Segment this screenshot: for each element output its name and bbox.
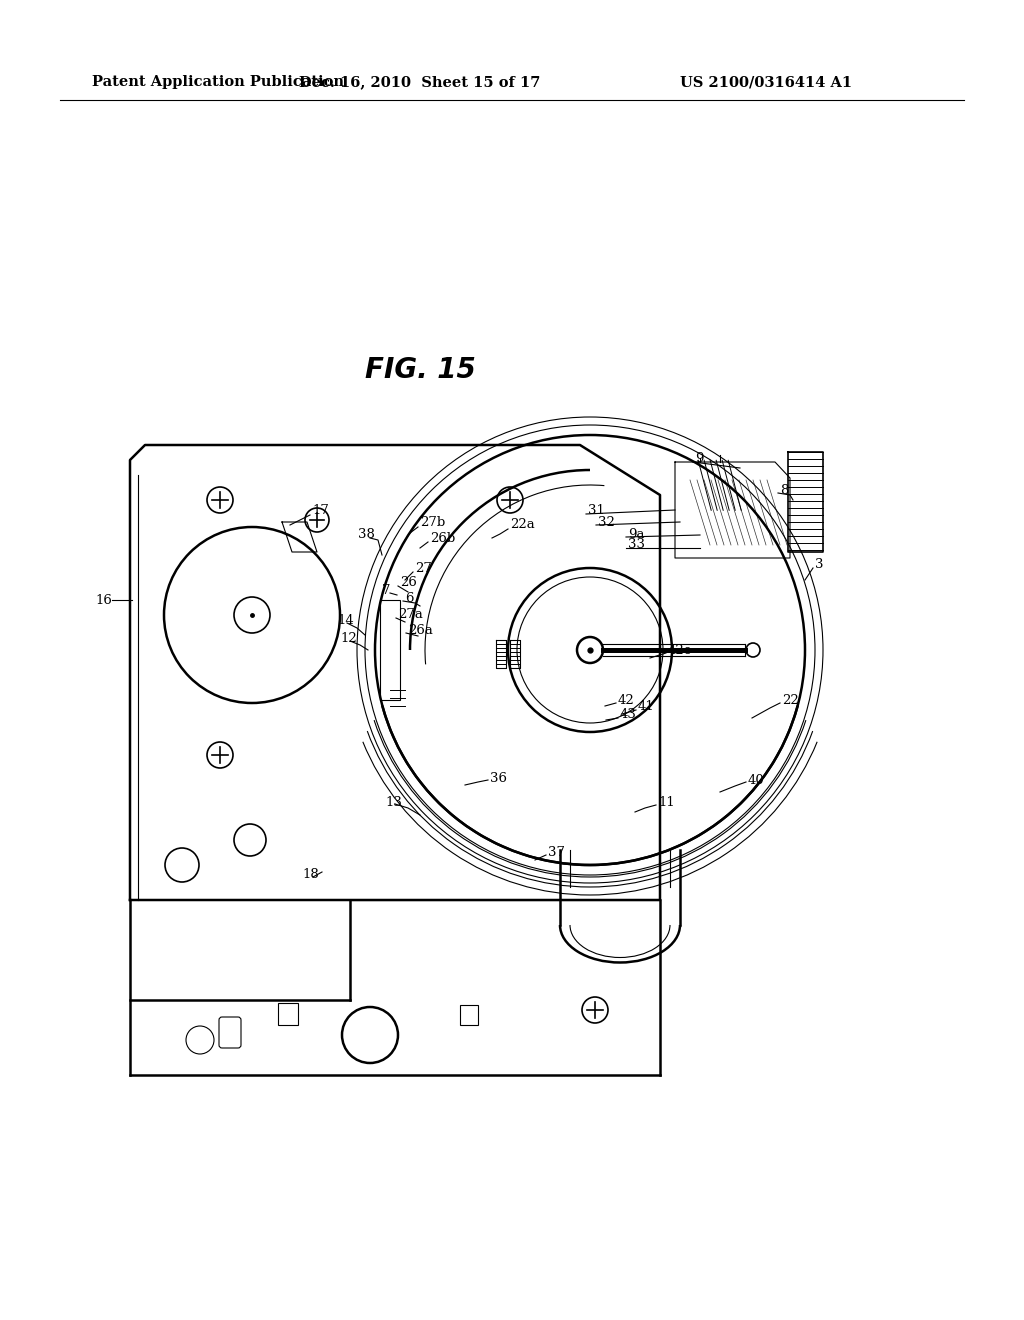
Text: 6: 6 <box>406 591 414 605</box>
Text: 7: 7 <box>382 583 390 597</box>
Text: 17: 17 <box>312 503 329 516</box>
Text: US 2100/0316414 A1: US 2100/0316414 A1 <box>680 75 852 88</box>
Bar <box>380 601 400 700</box>
Text: 33: 33 <box>628 539 645 552</box>
Text: Dec. 16, 2010  Sheet 15 of 17: Dec. 16, 2010 Sheet 15 of 17 <box>299 75 541 88</box>
Text: 18: 18 <box>302 869 318 882</box>
Text: 42: 42 <box>618 693 635 706</box>
Bar <box>278 1003 298 1026</box>
Text: 31: 31 <box>588 503 605 516</box>
Text: 27b: 27b <box>420 516 445 528</box>
Text: 40: 40 <box>748 774 765 787</box>
Text: 12: 12 <box>340 631 356 644</box>
Text: 22: 22 <box>782 693 799 706</box>
Text: 27: 27 <box>415 561 432 574</box>
Text: 41: 41 <box>638 701 654 714</box>
Text: 3: 3 <box>815 558 823 572</box>
Text: 14: 14 <box>337 614 353 627</box>
Text: 36: 36 <box>490 771 507 784</box>
Text: 37: 37 <box>548 846 565 858</box>
Text: 27a: 27a <box>398 609 423 622</box>
Circle shape <box>746 643 760 657</box>
Text: 22a: 22a <box>510 519 535 532</box>
Bar <box>460 1005 478 1026</box>
Text: 32: 32 <box>598 516 614 528</box>
Text: 11: 11 <box>658 796 675 808</box>
Text: 42e: 42e <box>668 644 692 656</box>
Text: 9: 9 <box>695 451 703 465</box>
Text: 8: 8 <box>780 483 788 496</box>
Text: 9a: 9a <box>628 528 644 540</box>
Text: FIG. 15: FIG. 15 <box>365 356 475 384</box>
Text: 26a: 26a <box>408 623 433 636</box>
Text: 38: 38 <box>358 528 375 541</box>
Text: 13: 13 <box>385 796 401 808</box>
Text: 26: 26 <box>400 576 417 589</box>
Text: 16: 16 <box>95 594 112 606</box>
Text: 26b: 26b <box>430 532 456 544</box>
Text: Patent Application Publication: Patent Application Publication <box>92 75 344 88</box>
Text: 43: 43 <box>620 709 637 722</box>
